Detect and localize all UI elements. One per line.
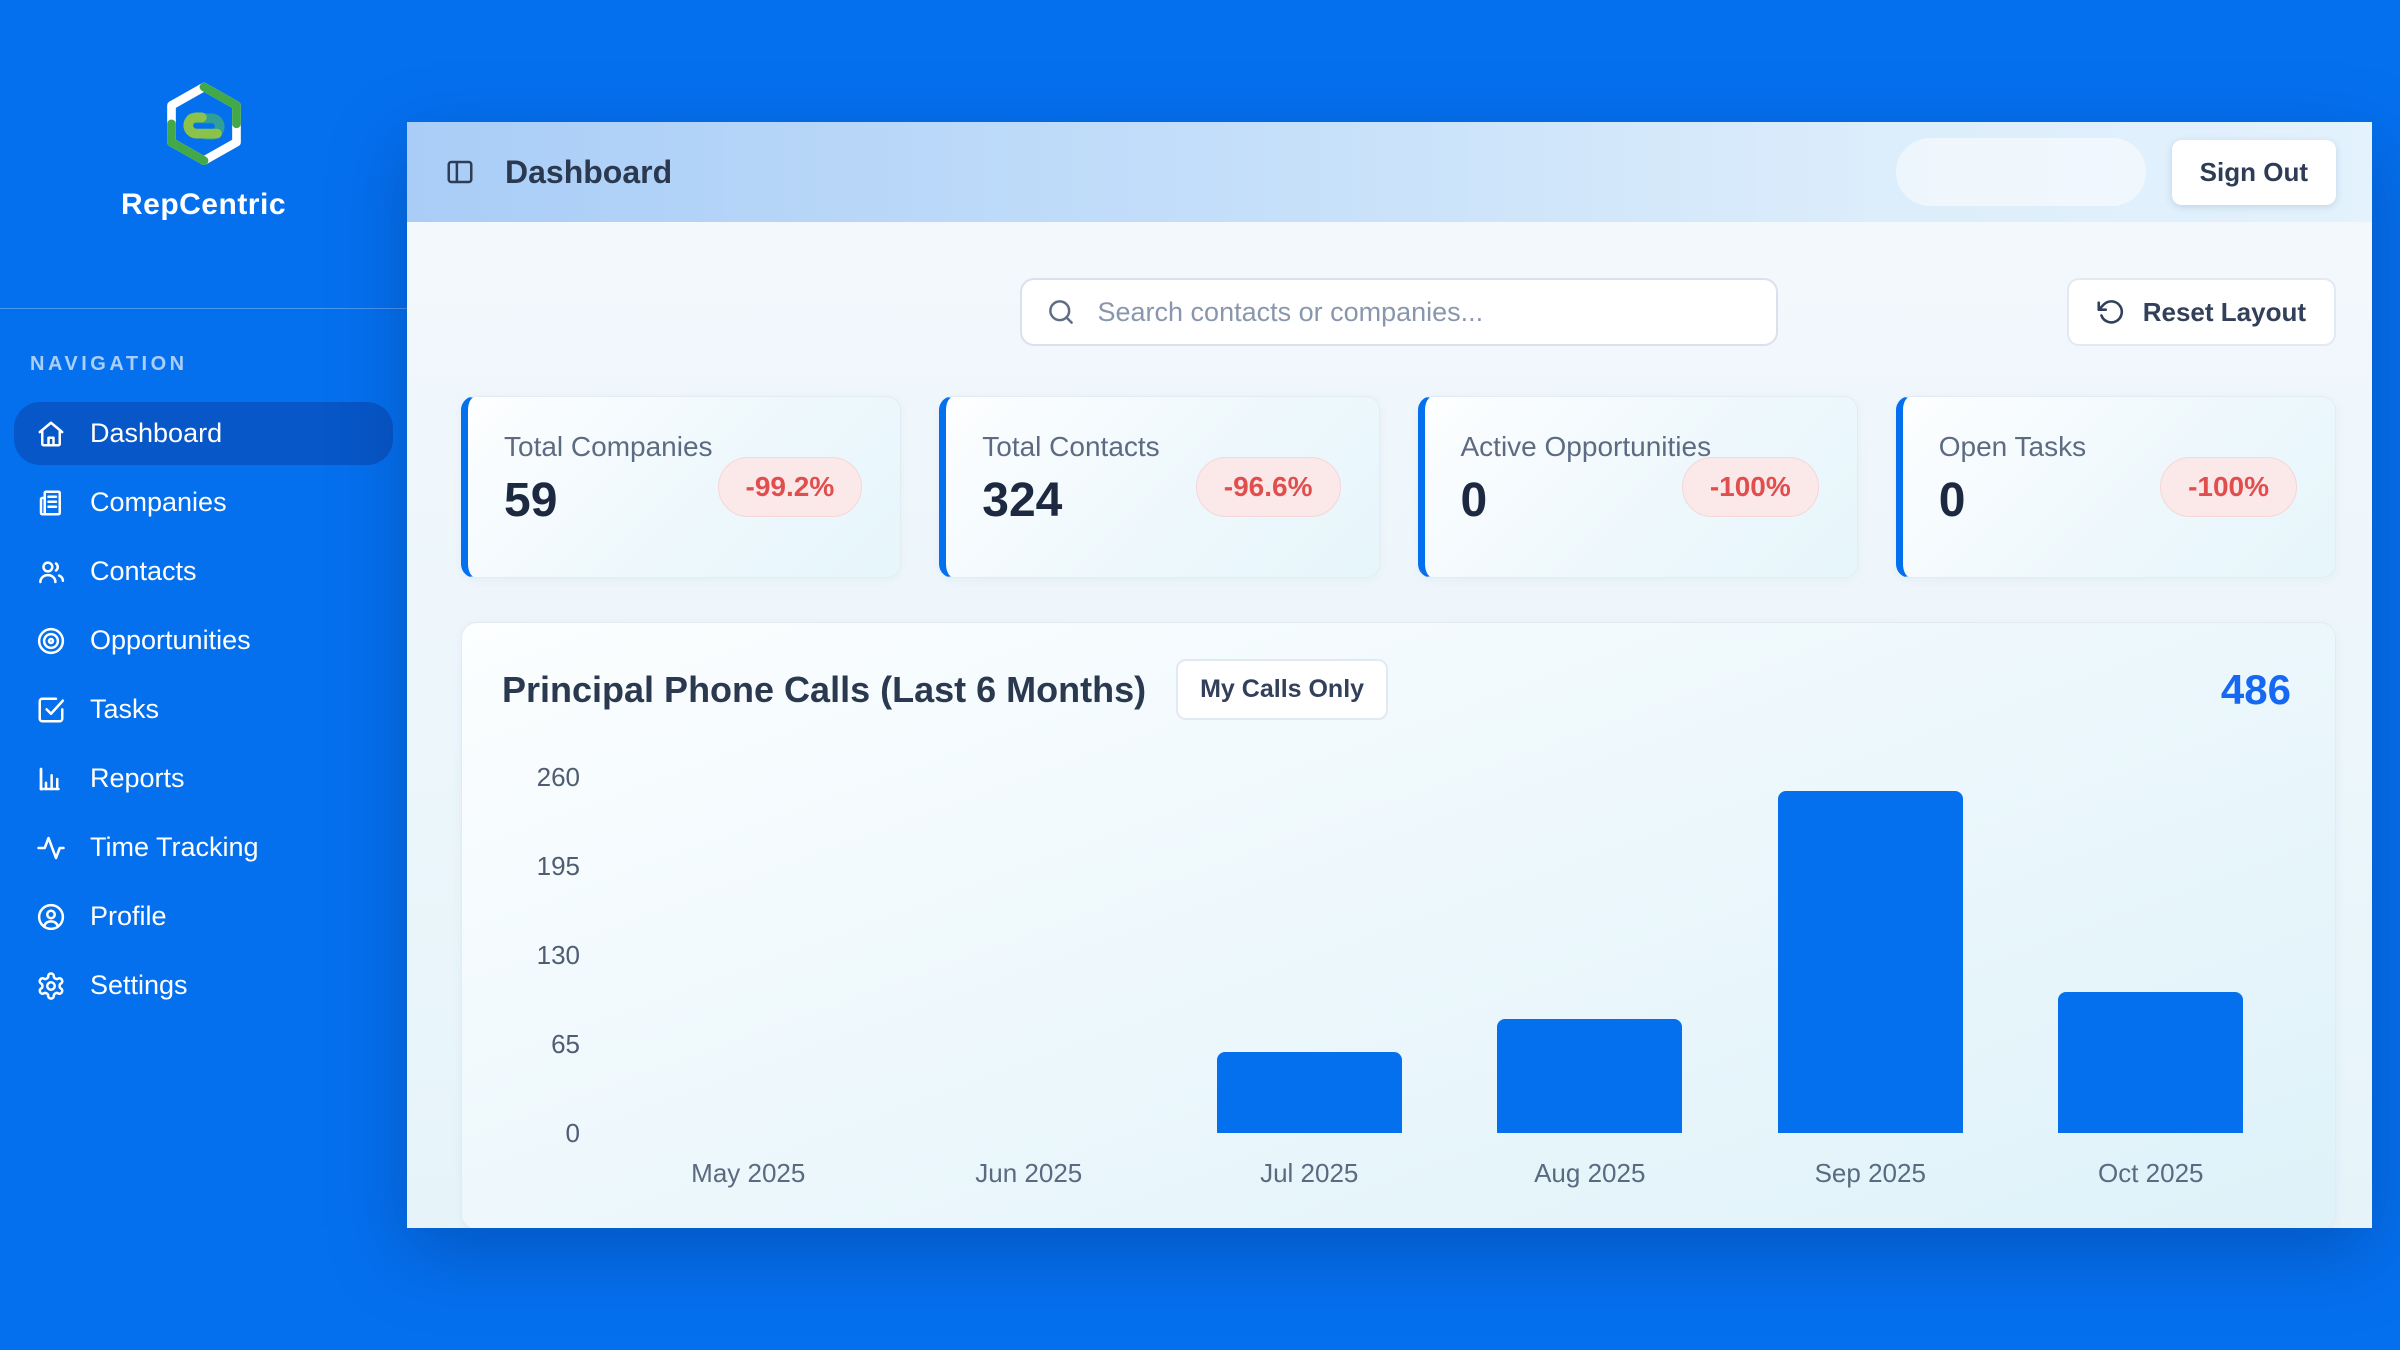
sidebar-item-label: Tasks xyxy=(90,694,160,724)
logo-block: RepCentric xyxy=(0,0,407,309)
sidebar-nav: NAVIGATION Dashboard Companies Contacts … xyxy=(0,353,407,1017)
chart-bar-slot xyxy=(1450,777,1731,1133)
chart-title: Principal Phone Calls (Last 6 Months) xyxy=(502,668,1147,710)
home-icon xyxy=(38,421,64,446)
stat-card-total-contacts: Total Contacts 324 -96.6% xyxy=(939,396,1380,578)
sidebar: RepCentric NAVIGATION Dashboard Companie… xyxy=(0,0,407,1350)
phone-calls-chart-card: Principal Phone Calls (Last 6 Months) My… xyxy=(461,622,2336,1228)
stat-change-badge: -99.2% xyxy=(717,457,863,517)
y-tick-label: 260 xyxy=(536,762,580,792)
y-tick-label: 195 xyxy=(536,851,580,881)
my-calls-only-button[interactable]: My Calls Only xyxy=(1176,659,1389,720)
activity-icon xyxy=(37,836,65,859)
chart-plot xyxy=(608,777,2291,1133)
sidebar-item-contacts[interactable]: Contacts xyxy=(14,540,393,603)
check-square-icon xyxy=(38,697,65,722)
chart-bar xyxy=(1497,1019,1683,1133)
chart-area: 260 195 130 65 0 xyxy=(502,764,2291,1146)
nav-section-label: NAVIGATION xyxy=(30,353,188,375)
sidebar-item-label: Reports xyxy=(90,763,185,793)
chart-bar-slot xyxy=(608,777,889,1133)
sidebar-item-time-tracking[interactable]: Time Tracking xyxy=(14,816,393,879)
users-icon xyxy=(39,560,65,583)
sidebar-item-companies[interactable]: Companies xyxy=(14,471,393,534)
sign-out-button[interactable]: Sign Out xyxy=(2171,139,2336,205)
chart-x-label: May 2025 xyxy=(691,1158,806,1188)
chart-x-label: Aug 2025 xyxy=(1534,1158,1646,1188)
bar-chart-icon xyxy=(39,767,60,790)
stat-value: 59 xyxy=(504,474,558,527)
chart-bar-slot xyxy=(1169,777,1450,1133)
gear-icon xyxy=(38,971,64,1000)
chart-total-value: 486 xyxy=(2220,665,2291,713)
main-window: Dashboard Sign Out Reset Layout Total Co… xyxy=(407,122,2372,1228)
user-circle-icon xyxy=(37,903,65,930)
sidebar-item-label: Companies xyxy=(90,487,227,517)
sidebar-item-reports[interactable]: Reports xyxy=(14,747,393,810)
dashboard-content: Reset Layout Total Companies 59 -99.2% T… xyxy=(407,278,2372,1228)
sidebar-item-label: Dashboard xyxy=(90,418,223,448)
sidebar-item-label: Time Tracking xyxy=(90,832,259,862)
building-icon xyxy=(39,490,61,515)
stat-label: Open Tasks xyxy=(1938,431,2087,462)
sidebar-item-opportunities[interactable]: Opportunities xyxy=(14,609,393,672)
user-email-redacted xyxy=(1895,138,2146,206)
chart-x-axis: May 2025 Jun 2025 Jul 2025 Aug 2025 Sep 2025… xyxy=(608,1158,2291,1189)
y-tick-label: 0 xyxy=(565,1118,580,1148)
header-right: Sign Out xyxy=(1895,138,2336,206)
chart-y-axis: 260 195 130 65 0 xyxy=(502,764,608,1146)
target-icon xyxy=(37,627,65,654)
search-icon xyxy=(1048,300,1073,324)
stat-card-total-companies: Total Companies 59 -99.2% xyxy=(461,396,902,578)
sidebar-item-profile[interactable]: Profile xyxy=(14,885,393,948)
search-input[interactable] xyxy=(1095,295,1752,329)
chart-x-label: Sep 2025 xyxy=(1814,1158,1926,1188)
y-tick-label: 65 xyxy=(551,1029,580,1059)
chart-bar xyxy=(1216,1052,1402,1133)
sidebar-item-label: Opportunities xyxy=(90,625,251,655)
window-header: Dashboard Sign Out xyxy=(407,122,2372,222)
rotate-ccw-icon xyxy=(2097,300,2123,324)
chart-bar-slot xyxy=(1730,777,2011,1133)
stat-change-badge: -100% xyxy=(1681,457,1819,517)
stat-label: Total Contacts xyxy=(982,431,1160,462)
app-name: RepCentric xyxy=(120,188,287,221)
sidebar-item-tasks[interactable]: Tasks xyxy=(14,678,393,741)
stat-card-open-tasks: Open Tasks 0 -100% xyxy=(1895,396,2336,578)
panel-left-icon xyxy=(447,160,473,184)
stat-label: Total Companies xyxy=(504,431,713,462)
chart-x-label: Jul 2025 xyxy=(1260,1158,1359,1188)
chart-bar xyxy=(1777,790,1963,1133)
stat-change-badge: -96.6% xyxy=(1195,457,1341,517)
search-box xyxy=(1019,278,1778,346)
y-tick-label: 130 xyxy=(536,940,580,970)
sidebar-item-settings[interactable]: Settings xyxy=(14,954,393,1017)
chart-bar-slot xyxy=(889,777,1170,1133)
stat-card-active-opportunities: Active Opportunities 0 -100% xyxy=(1417,396,1858,578)
page-title: Dashboard xyxy=(505,153,673,190)
sidebar-item-dashboard[interactable]: Dashboard xyxy=(14,402,393,465)
reset-layout-label: Reset Layout xyxy=(2142,296,2306,327)
stat-value: 324 xyxy=(982,474,1063,527)
stats-row: Total Companies 59 -99.2% Total Contacts… xyxy=(461,396,2336,578)
sidebar-item-label: Contacts xyxy=(90,556,197,586)
chart-bar-slot xyxy=(2011,777,2292,1133)
sidebar-item-label: Profile xyxy=(90,901,167,931)
chart-bar xyxy=(2058,991,2244,1133)
chart-x-label: Jun 2025 xyxy=(975,1158,1083,1188)
sidebar-item-label: Settings xyxy=(90,970,188,1000)
stat-change-badge: -100% xyxy=(2160,457,2297,517)
sidebar-toggle-button[interactable] xyxy=(443,155,477,189)
chart-x-label: Oct 2025 xyxy=(2097,1158,2204,1188)
repcentric-logo-icon xyxy=(152,74,256,178)
search-row: Reset Layout xyxy=(461,278,2336,346)
stat-value: 0 xyxy=(1938,474,1966,527)
stat-label: Active Opportunities xyxy=(1460,431,1712,462)
reset-layout-button[interactable]: Reset Layout xyxy=(2066,278,2336,346)
chart-header: Principal Phone Calls (Last 6 Months) My… xyxy=(502,659,2291,720)
stat-value: 0 xyxy=(1460,474,1488,527)
